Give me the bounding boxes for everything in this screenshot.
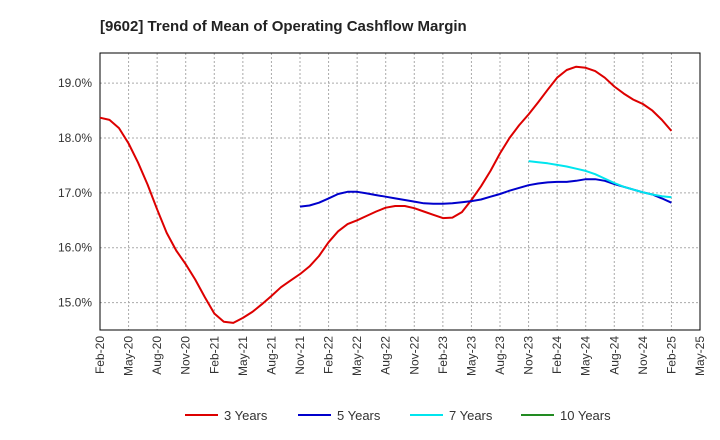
x-tick-label: Feb-22 bbox=[322, 336, 336, 374]
x-axis: Feb-20 May-20 Aug-20 Nov-20 Feb-21 May-21 Aug-… bbox=[93, 336, 707, 376]
x-tick-label: Aug-20 bbox=[150, 336, 164, 375]
x-tick-label: May-25 bbox=[693, 336, 707, 376]
y-axis: 15.0% 16.0% 17.0% 18.0% 19.0% bbox=[58, 76, 92, 309]
x-tick-label: Feb-20 bbox=[93, 336, 107, 374]
plot-area-frame bbox=[99, 52, 701, 331]
series-lines bbox=[99, 65, 673, 324]
series-line-3-years bbox=[99, 65, 673, 324]
x-tick-label: Nov-24 bbox=[636, 336, 650, 375]
x-tick-label: May-22 bbox=[350, 336, 364, 376]
x-tick-label: Feb-21 bbox=[207, 336, 221, 374]
y-tick-label: 16.0% bbox=[58, 241, 92, 255]
y-tick-label: 15.0% bbox=[58, 296, 92, 310]
x-tick-label: Nov-23 bbox=[522, 336, 536, 375]
x-tick-label: Nov-22 bbox=[407, 336, 421, 375]
y-tick-label: 19.0% bbox=[58, 76, 92, 90]
y-tick-label: 17.0% bbox=[58, 186, 92, 200]
y-tick-label: 18.0% bbox=[58, 131, 92, 145]
series-line-5-years bbox=[299, 178, 672, 208]
x-tick-label: Aug-23 bbox=[493, 336, 507, 375]
legend-label: 5 Years bbox=[337, 408, 381, 423]
series-line-7-years bbox=[528, 160, 672, 199]
x-tick-label: May-24 bbox=[579, 336, 593, 376]
x-tick-label: Feb-25 bbox=[664, 336, 678, 374]
x-tick-label: May-23 bbox=[464, 336, 478, 376]
chart-title: [9602] Trend of Mean of Operating Cashfl… bbox=[100, 18, 467, 35]
x-tick-label: Feb-24 bbox=[550, 336, 564, 374]
grid bbox=[99, 53, 701, 330]
x-tick-label: Nov-21 bbox=[293, 336, 307, 375]
legend: 3 Years 5 Years 7 Years 10 Years bbox=[185, 408, 611, 423]
legend-label: 3 Years bbox=[224, 408, 268, 423]
x-tick-label: Nov-20 bbox=[179, 336, 193, 375]
x-tick-label: May-20 bbox=[122, 336, 136, 376]
legend-label: 10 Years bbox=[560, 408, 611, 423]
x-tick-label: Aug-21 bbox=[264, 336, 278, 375]
legend-label: 7 Years bbox=[449, 408, 493, 423]
x-tick-label: Feb-23 bbox=[436, 336, 450, 374]
x-tick-label: Aug-24 bbox=[607, 336, 621, 375]
x-tick-label: Aug-22 bbox=[379, 336, 393, 375]
x-tick-label: May-21 bbox=[236, 336, 250, 376]
